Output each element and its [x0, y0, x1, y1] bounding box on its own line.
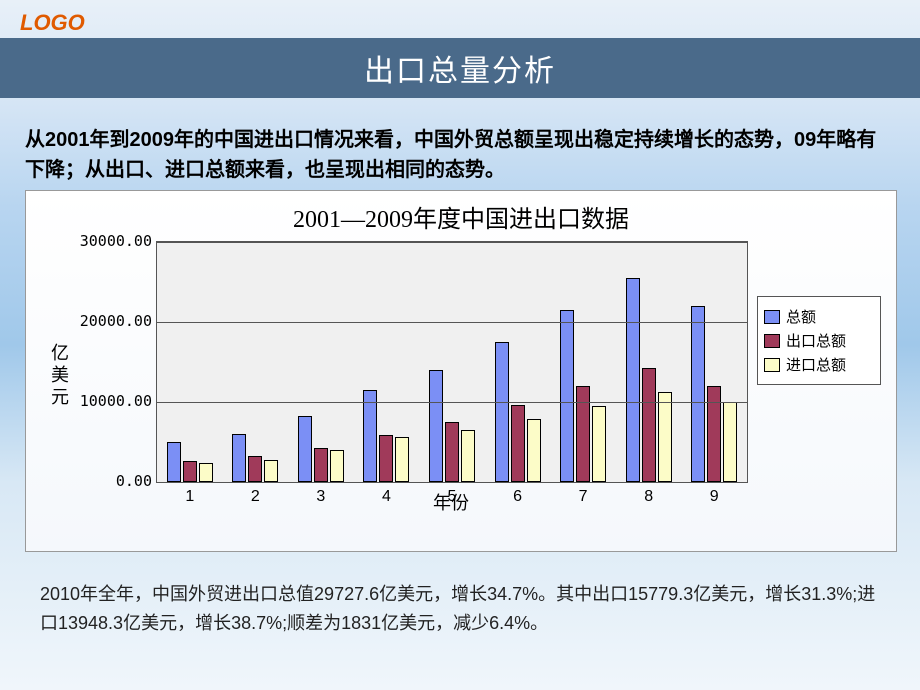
bar: [264, 460, 278, 482]
x-axis-label: 年份: [156, 489, 746, 515]
bar: [298, 416, 312, 482]
chart-title: 2001—2009年度中国进出口数据: [26, 199, 896, 234]
bar: [314, 448, 328, 482]
footer-paragraph: 2010年全年，中国外贸进出口总值29727.6亿美元，增长34.7%。其中出口…: [40, 580, 890, 638]
y-tick: 20000.00: [74, 312, 152, 330]
legend-item-import: 进口总额: [764, 354, 874, 375]
bar: [232, 434, 246, 482]
bar: [167, 442, 181, 482]
plot-area: 123456789: [156, 241, 748, 483]
intro-paragraph: 从2001年到2009年的中国进出口情况来看，中国外贸总额呈现出稳定持续增长的态…: [25, 125, 895, 185]
legend-swatch-total: [764, 310, 780, 324]
bar: [723, 402, 737, 482]
bar-group: 4: [354, 242, 420, 482]
title-bar: 出口总量分析: [0, 38, 920, 98]
grid-line: [157, 402, 747, 403]
bar: [379, 435, 393, 482]
y-axis-label: 亿美元: [46, 343, 72, 409]
bar: [330, 450, 344, 482]
bar-group: 6: [485, 242, 551, 482]
legend-item-total: 总额: [764, 306, 874, 327]
bar: [576, 386, 590, 482]
bar-group: 5: [419, 242, 485, 482]
bar: [363, 390, 377, 482]
bar: [527, 419, 541, 482]
bar: [429, 370, 443, 482]
bar-group: 2: [223, 242, 289, 482]
bar: [199, 463, 213, 482]
bar: [626, 278, 640, 482]
bar: [248, 456, 262, 482]
y-tick: 30000.00: [74, 232, 152, 250]
bar: [560, 310, 574, 482]
bar: [592, 406, 606, 482]
y-tick: 0.00: [74, 472, 152, 490]
legend: 总额 出口总额 进口总额: [757, 296, 881, 385]
bar: [183, 461, 197, 482]
bar: [642, 368, 656, 482]
grid-line: [157, 242, 747, 243]
legend-swatch-import: [764, 358, 780, 372]
bar-group: 7: [550, 242, 616, 482]
bar-group: 8: [616, 242, 682, 482]
bar-group: 3: [288, 242, 354, 482]
bar-group: 1: [157, 242, 223, 482]
chart-container: 2001—2009年度中国进出口数据 亿美元 0.00 10000.00 20000…: [25, 190, 897, 552]
bar: [461, 430, 475, 482]
legend-label-export: 出口总额: [786, 330, 846, 351]
legend-label-total: 总额: [786, 306, 816, 327]
legend-item-export: 出口总额: [764, 330, 874, 351]
y-tick: 10000.00: [74, 392, 152, 410]
legend-label-import: 进口总额: [786, 354, 846, 375]
bar: [495, 342, 509, 482]
bar-group: 9: [681, 242, 747, 482]
title-bar-text: 出口总量分析: [364, 46, 556, 90]
bar: [445, 422, 459, 482]
bar: [691, 306, 705, 482]
bar: [707, 386, 721, 482]
grid-line: [157, 322, 747, 323]
bar: [511, 405, 525, 482]
bars-layer: 123456789: [157, 242, 747, 482]
legend-swatch-export: [764, 334, 780, 348]
logo: LOGO: [20, 10, 85, 36]
bar: [395, 437, 409, 482]
bar: [658, 392, 672, 482]
